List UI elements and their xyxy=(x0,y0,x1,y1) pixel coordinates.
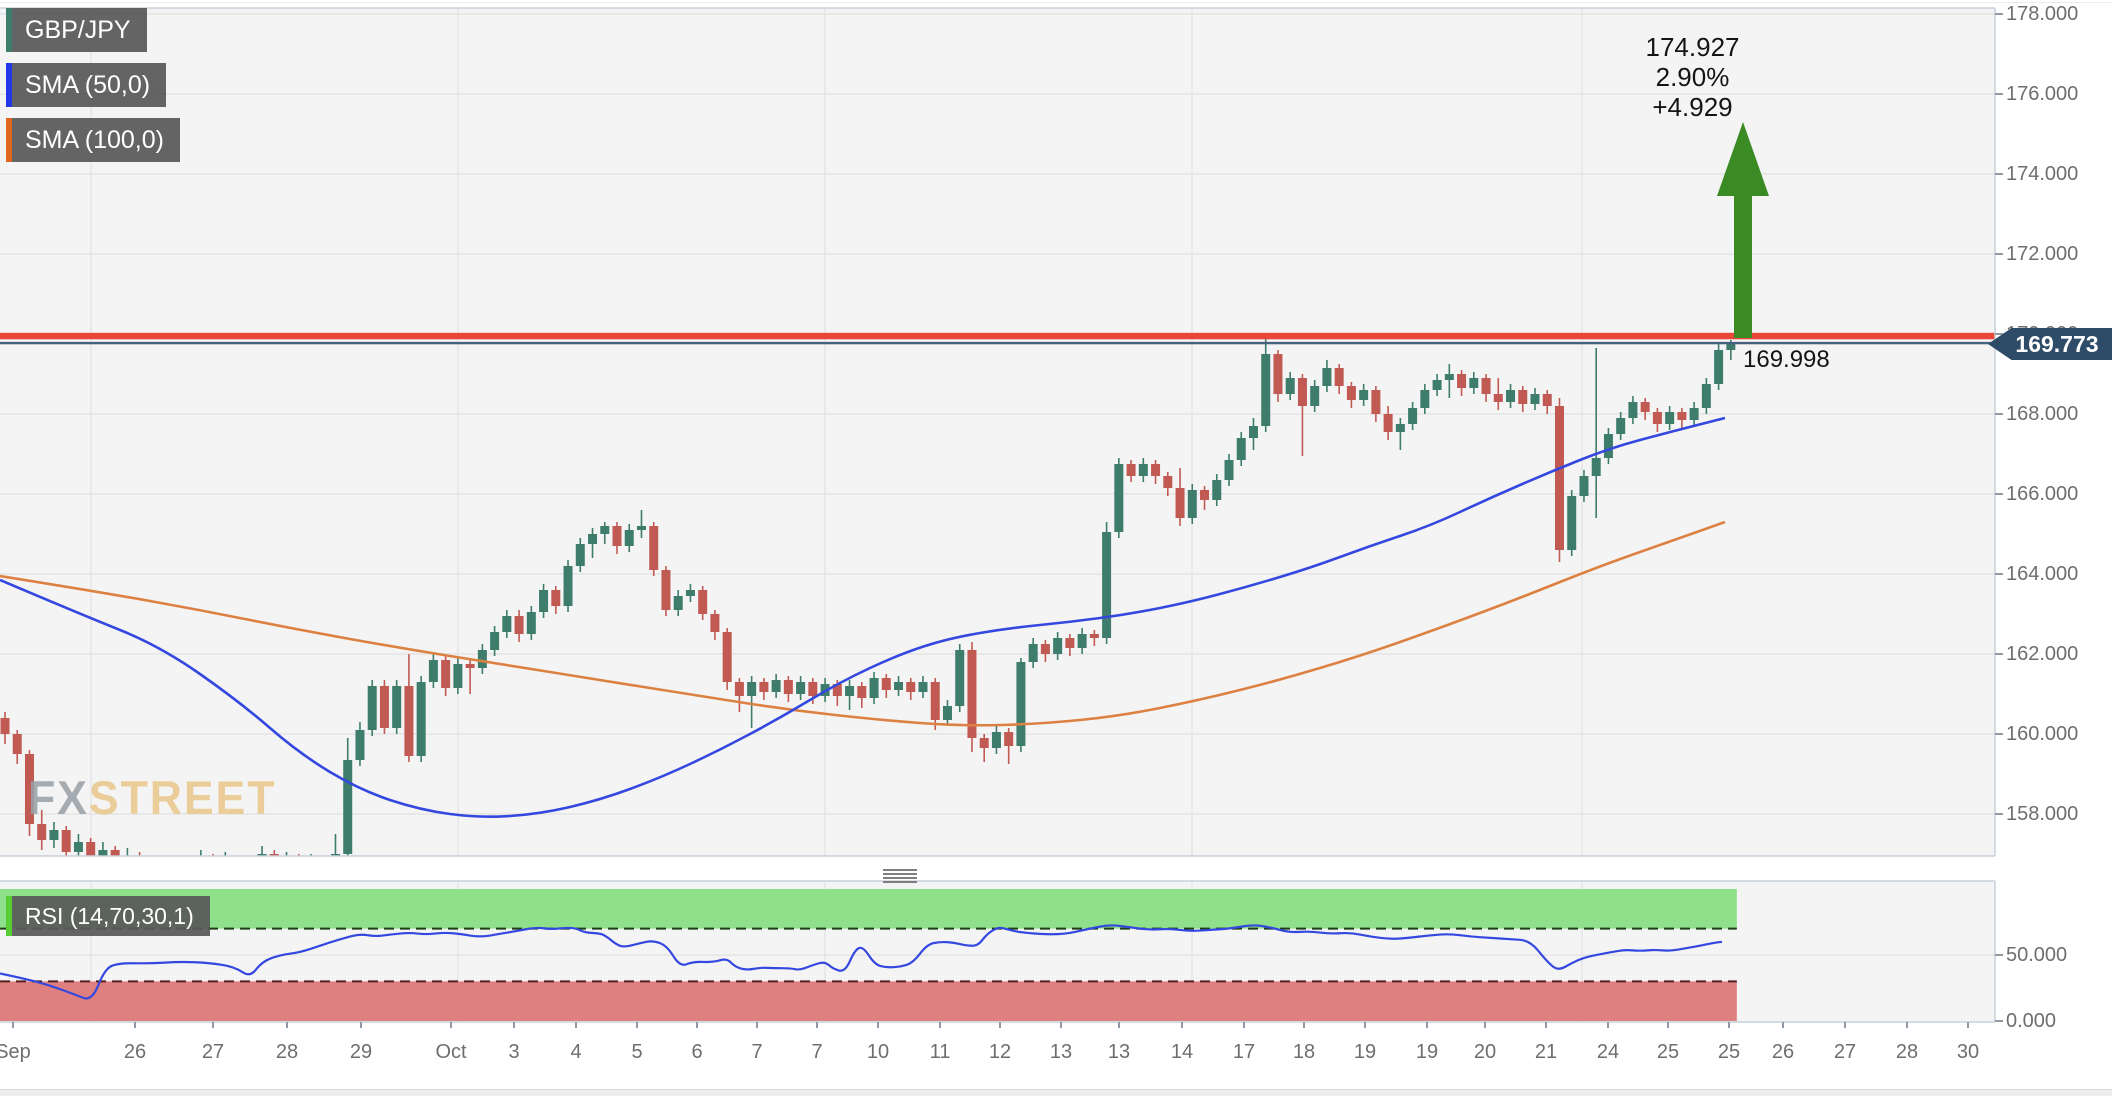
current-price-badge: 169.773 xyxy=(1988,328,2112,360)
time-axis-label: 10 xyxy=(866,1041,890,1063)
time-axis-label: 7 xyxy=(811,1041,823,1063)
price-axis-label: 162.000 xyxy=(2006,643,2079,665)
fxstreet-watermark: FXSTREET xyxy=(28,770,276,825)
time-axis-label: 27 xyxy=(201,1041,225,1063)
sma-lines xyxy=(0,416,1726,818)
legend-chip-rsi[interactable]: RSI (14,70,30,1) xyxy=(6,896,210,936)
time-axis-label: 18 xyxy=(1292,1041,1316,1063)
time-axis-label: 13 xyxy=(1049,1041,1073,1063)
arrow-layer xyxy=(1717,122,1769,338)
target-price-text: 174.927 xyxy=(1645,32,1740,62)
rsi-label: RSI (14,70,30,1) xyxy=(25,903,194,929)
sma50-color-swatch xyxy=(6,63,12,107)
rsi-line-layer xyxy=(0,924,1723,1000)
price-axis-label: 178.000 xyxy=(2006,3,2079,25)
breakout-arrow xyxy=(1717,122,1769,338)
rsi-axis-label: 50.000 xyxy=(2006,944,2068,966)
time-axis-label: 13 xyxy=(1107,1041,1131,1063)
price-axis-label: 174.000 xyxy=(2006,163,2079,185)
legend-chip-sma100[interactable]: SMA (100,0) xyxy=(6,118,180,162)
sma-50-line xyxy=(0,416,1726,818)
time-axis-label: 7 xyxy=(751,1041,763,1063)
target-percent-text: 2.90% xyxy=(1655,62,1730,92)
axis-ticks xyxy=(12,13,2003,1028)
rsi-overbought-band xyxy=(0,889,1737,929)
time-axis-label: 19 xyxy=(1415,1041,1439,1063)
time-axis-label: 14 xyxy=(1170,1041,1194,1063)
time-axis-label: 4 xyxy=(570,1041,582,1063)
time-axis-label: 25 xyxy=(1656,1041,1680,1063)
price-axis-label: 164.000 xyxy=(2006,563,2079,585)
sma50-label: SMA (50,0) xyxy=(25,71,151,99)
time-axis-label: 27 xyxy=(1833,1041,1857,1063)
time-axis-label: 30 xyxy=(1956,1041,1980,1063)
main-legend: GBP/JPY SMA (50,0) SMA (100,0) xyxy=(6,8,180,162)
time-axis-label: 19 xyxy=(1353,1041,1377,1063)
symbol-label: GBP/JPY xyxy=(25,16,131,44)
time-axis-label: 26 xyxy=(123,1041,147,1063)
rsi-axis-label: 0.000 xyxy=(2006,1010,2057,1032)
legend-chip-symbol[interactable]: GBP/JPY xyxy=(6,8,147,52)
sma100-label: SMA (100,0) xyxy=(25,126,164,154)
time-axis-label: Oct xyxy=(435,1041,467,1063)
time-axis-label: 28 xyxy=(1895,1041,1919,1063)
legend-chip-sma50[interactable]: SMA (50,0) xyxy=(6,63,167,107)
time-axis-label: 20 xyxy=(1473,1041,1497,1063)
current-price-value: 169.773 xyxy=(2015,331,2099,357)
rsi-oversold-band xyxy=(0,981,1737,1021)
time-axis-label: 25 xyxy=(1717,1041,1741,1063)
breakout-annotation: 174.927 2.90% +4.929 xyxy=(1590,32,1795,122)
panel-backgrounds xyxy=(0,8,1995,1022)
symbol-color-swatch xyxy=(6,8,12,52)
price-axis-label: 168.000 xyxy=(2006,403,2079,425)
panel-splitter-handle[interactable] xyxy=(883,869,917,883)
watermark-fx: FX xyxy=(28,771,89,824)
watermark-street: STREET xyxy=(88,771,277,824)
current-price-line xyxy=(0,341,1995,345)
panel-borders xyxy=(0,7,1996,1023)
bottom-edge xyxy=(0,1089,2112,1096)
time-axis-label: 6 xyxy=(691,1041,703,1063)
candles xyxy=(0,336,1736,856)
price-axis-label: 172.000 xyxy=(2006,243,2079,265)
time-axis-label: 29 xyxy=(349,1041,373,1063)
time-axis-label: Sep xyxy=(0,1041,31,1063)
price-axis-label: 160.000 xyxy=(2006,723,2079,745)
rsi-color-swatch xyxy=(6,896,12,936)
time-axis-label: 17 xyxy=(1232,1041,1256,1063)
time-axis-label: 12 xyxy=(988,1041,1012,1063)
time-axis-label: 5 xyxy=(631,1041,643,1063)
time-axis-label: 24 xyxy=(1596,1041,1620,1063)
time-axis-label: 26 xyxy=(1771,1041,1795,1063)
price-lines xyxy=(0,332,1995,345)
target-change-text: +4.929 xyxy=(1652,92,1733,122)
sma100-color-swatch xyxy=(6,118,12,162)
time-axis-label: 21 xyxy=(1534,1041,1558,1063)
price-axis-label: 166.000 xyxy=(2006,483,2079,505)
sma-100-line xyxy=(0,520,1726,727)
time-axis-label: 3 xyxy=(508,1041,520,1063)
time-axis-label: 11 xyxy=(929,1041,951,1063)
price-axis-label: 158.000 xyxy=(2006,803,2079,825)
resistance-price-label: 169.998 xyxy=(1743,346,1830,373)
price-axis-label: 176.000 xyxy=(2006,83,2079,105)
time-axis-label: 28 xyxy=(275,1041,299,1063)
top-divider xyxy=(0,2,2112,3)
rsi-bands xyxy=(0,889,1737,1021)
rsi-line xyxy=(0,924,1723,1000)
resistance-line xyxy=(0,332,1995,340)
